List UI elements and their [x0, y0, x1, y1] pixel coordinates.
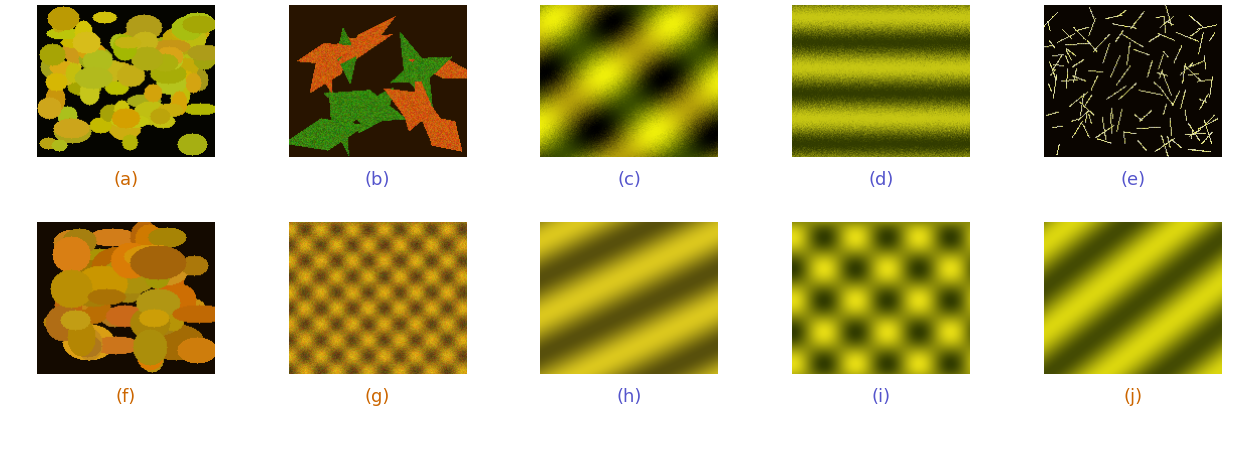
- Text: (h): (h): [617, 389, 642, 406]
- Text: (d): (d): [869, 171, 893, 189]
- Text: (c): (c): [617, 171, 642, 189]
- Text: (f): (f): [116, 389, 136, 406]
- Text: (j): (j): [1123, 389, 1143, 406]
- Text: (a): (a): [114, 171, 138, 189]
- Text: (g): (g): [365, 389, 390, 406]
- Text: (e): (e): [1120, 171, 1145, 189]
- Text: (i): (i): [871, 389, 891, 406]
- Text: (b): (b): [365, 171, 390, 189]
